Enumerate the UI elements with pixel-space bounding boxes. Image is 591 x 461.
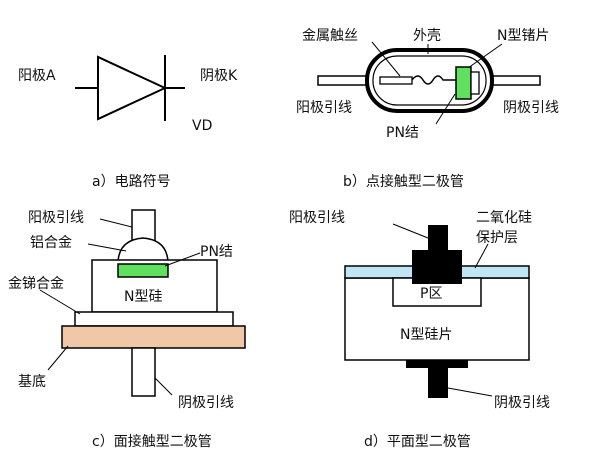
leader-base: [47, 345, 69, 371]
pn-junction-label-c: PN结: [200, 244, 233, 260]
inner-lead: [379, 76, 413, 85]
pn-junction-c: [117, 263, 169, 278]
cathode-lead-d: [428, 368, 448, 398]
anode-lead-d: [428, 225, 448, 250]
cathode-lead-label-c: 阴极引线: [178, 395, 234, 411]
leader-al-alloy: [87, 243, 127, 252]
n-wafer-label: N型硅片: [400, 327, 452, 343]
anode-lead-label-b: 阳极引线: [296, 100, 352, 116]
metal-wire-label: 金属触丝: [302, 28, 358, 44]
leader-wire: [371, 41, 401, 77]
ausb-alloy-label: 金锑合金: [8, 276, 64, 292]
sio2-label-line2: 保护层: [476, 230, 518, 246]
caption-c: c）面接触型二极管: [92, 433, 212, 450]
panel-a-circuit-symbol: 阳极A 阴极K VD a）电路符号: [18, 55, 238, 190]
leader-anode-c: [99, 218, 133, 228]
caption-a: a）电路符号: [92, 174, 171, 190]
leader-anode-d: [392, 223, 429, 239]
n-germanium-label: N型锗片: [497, 28, 549, 44]
vd-label: VD: [192, 118, 212, 134]
aluminum-alloy-dome: [117, 237, 169, 265]
base-label: 基底: [18, 373, 46, 390]
cathode-lead-label-d: 阴极引线: [494, 395, 550, 411]
leader-junction: [435, 93, 456, 125]
panel-b-point-contact: 金属触丝 外壳 N型锗片 阳极引线 阴极引线 PN结 b）点接触型二极管: [296, 27, 559, 190]
leader-cathode-d: [447, 387, 493, 397]
sio2-label-line1: 二氧化硅: [476, 210, 532, 226]
glass-shell-inner: [372, 55, 487, 106]
leader-junction-c: [164, 252, 201, 267]
n-silicon-label: N型硅: [124, 289, 162, 305]
cathode-contact-d: [406, 360, 468, 368]
anode-a-label: 阳极A: [18, 68, 56, 84]
leader-cathode-c: [154, 377, 173, 396]
panel-d-planar-diode: 阳极引线 二氧化硅 保护层 P区 N型硅片 阴极引线 d）平面型二极管: [289, 210, 550, 450]
chip-holder: [470, 71, 480, 95]
cathode-lead-c: [131, 347, 156, 397]
gold-antimony-layer: [74, 311, 234, 327]
diode-triangle: [97, 55, 168, 121]
anode-contact-d: [412, 250, 462, 284]
caption-d: d）平面型二极管: [364, 434, 471, 450]
pn-junction-label-b: PN结: [386, 125, 419, 141]
anode-lead-label-d: 阳极引线: [289, 210, 345, 226]
shell-label: 外壳: [413, 27, 441, 44]
p-region-label: P区: [420, 286, 442, 302]
leader-ausb: [39, 289, 81, 315]
leader-sio2: [474, 243, 489, 269]
al-alloy-label: 铝合金: [30, 235, 72, 251]
panel-c-junction-diode: 阳极引线 铝合金 PN结 金锑合金 N型硅 基底 阴极引线 c）面接触型二极管: [8, 209, 246, 450]
anode-lead-c: [131, 209, 156, 243]
metal-whisker: [411, 75, 456, 85]
anode-lead-label-c: 阳极引线: [28, 210, 84, 226]
leader-chip: [467, 43, 503, 69]
cathode-k-label: 阴极K: [200, 68, 238, 84]
base-substrate: [61, 325, 246, 349]
caption-b: b）点接触型二极管: [343, 173, 464, 190]
cathode-lead-label-b: 阴极引线: [503, 100, 559, 116]
n-germanium-chip: [455, 66, 472, 100]
